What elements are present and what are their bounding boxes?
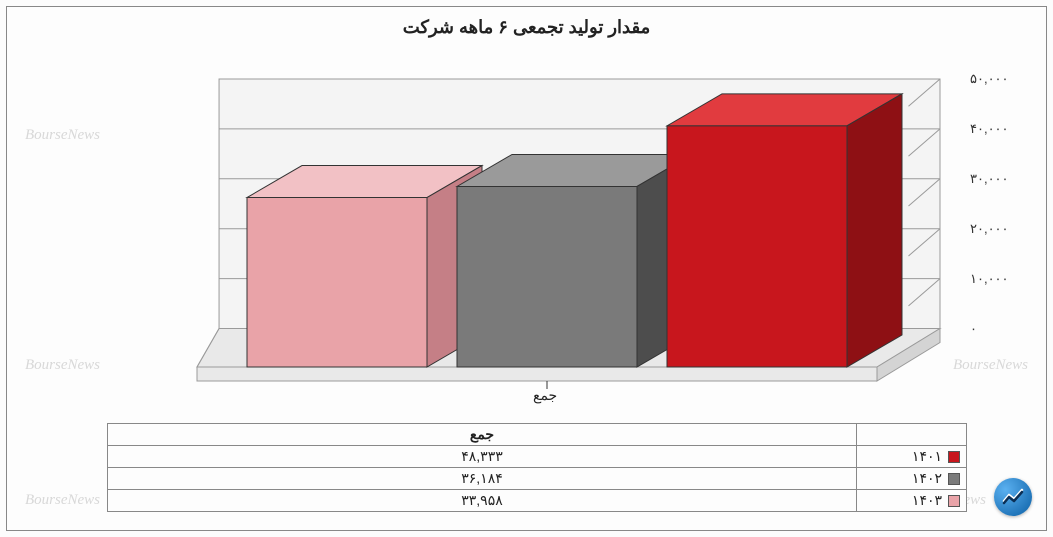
series-row-header: ۱۴۰۳ xyxy=(857,490,967,512)
series-value: ۳۳,۹۵۸ xyxy=(108,490,857,512)
chart-frame: مقدار تولید تجمعی ۶ ماهه شرکت BourseNews… xyxy=(6,6,1047,531)
table-corner-cell xyxy=(857,424,967,446)
watermark: BourseNews xyxy=(25,357,100,374)
legend-chip-icon xyxy=(948,495,960,507)
legend-chip-icon xyxy=(948,473,960,485)
boursenews-logo-icon xyxy=(994,478,1032,516)
y-tick-label: ۱۰,۰۰۰ xyxy=(970,271,1009,287)
data-table: جمع ۱۴۰۱ ۴۸,۳۳۳ ۱۴۰۲ ۳۶,۱۸۴ ۱۴۰۳ ۳۳,۹۵۸ xyxy=(107,423,967,512)
y-tick-label: ۲۰,۰۰۰ xyxy=(970,221,1009,237)
table-col-header: جمع xyxy=(108,424,857,446)
y-tick-label: ۴۰,۰۰۰ xyxy=(970,121,1009,137)
watermark: BourseNews xyxy=(25,492,100,509)
category-label: جمع xyxy=(533,387,557,404)
chart-title: مقدار تولید تجمعی ۶ ماهه شرکت xyxy=(7,17,1046,38)
series-value: ۴۸,۳۳۳ xyxy=(108,446,857,468)
series-name: ۱۴۰۳ xyxy=(912,492,942,508)
y-tick-label: ۵۰,۰۰۰ xyxy=(970,71,1009,87)
table-row: ۱۴۰۳ ۳۳,۹۵۸ xyxy=(108,490,967,512)
series-row-header: ۱۴۰۱ xyxy=(857,446,967,468)
chart-svg xyxy=(107,67,967,397)
y-tick-label: ۳۰,۰۰۰ xyxy=(970,171,1009,187)
series-value: ۳۶,۱۸۴ xyxy=(108,468,857,490)
chart-plot xyxy=(107,67,967,397)
legend-chip-icon xyxy=(948,451,960,463)
table-row: ۱۴۰۲ ۳۶,۱۸۴ xyxy=(108,468,967,490)
table-header-row: جمع xyxy=(108,424,967,446)
y-tick-label: ۰ xyxy=(970,321,977,337)
series-row-header: ۱۴۰۲ xyxy=(857,468,967,490)
watermark: BourseNews xyxy=(25,127,100,144)
series-name: ۱۴۰۲ xyxy=(912,470,942,486)
table-row: ۱۴۰۱ ۴۸,۳۳۳ xyxy=(108,446,967,468)
series-name: ۱۴۰۱ xyxy=(912,448,942,464)
